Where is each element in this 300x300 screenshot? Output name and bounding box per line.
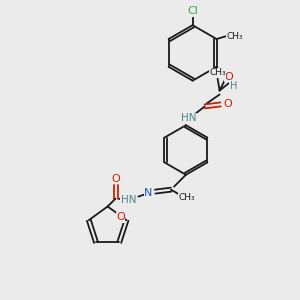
Text: N: N [144, 188, 152, 198]
Text: H: H [230, 81, 237, 91]
Text: O: O [224, 72, 233, 82]
Text: CH₃: CH₃ [226, 32, 243, 40]
Text: Cl: Cl [187, 6, 198, 16]
Text: O: O [111, 174, 120, 184]
Text: HN: HN [181, 113, 196, 123]
Text: O: O [116, 212, 125, 222]
Text: CH₃: CH₃ [178, 193, 195, 202]
Text: CH₃: CH₃ [209, 68, 226, 77]
Text: O: O [223, 99, 232, 110]
Text: HN: HN [121, 194, 136, 205]
